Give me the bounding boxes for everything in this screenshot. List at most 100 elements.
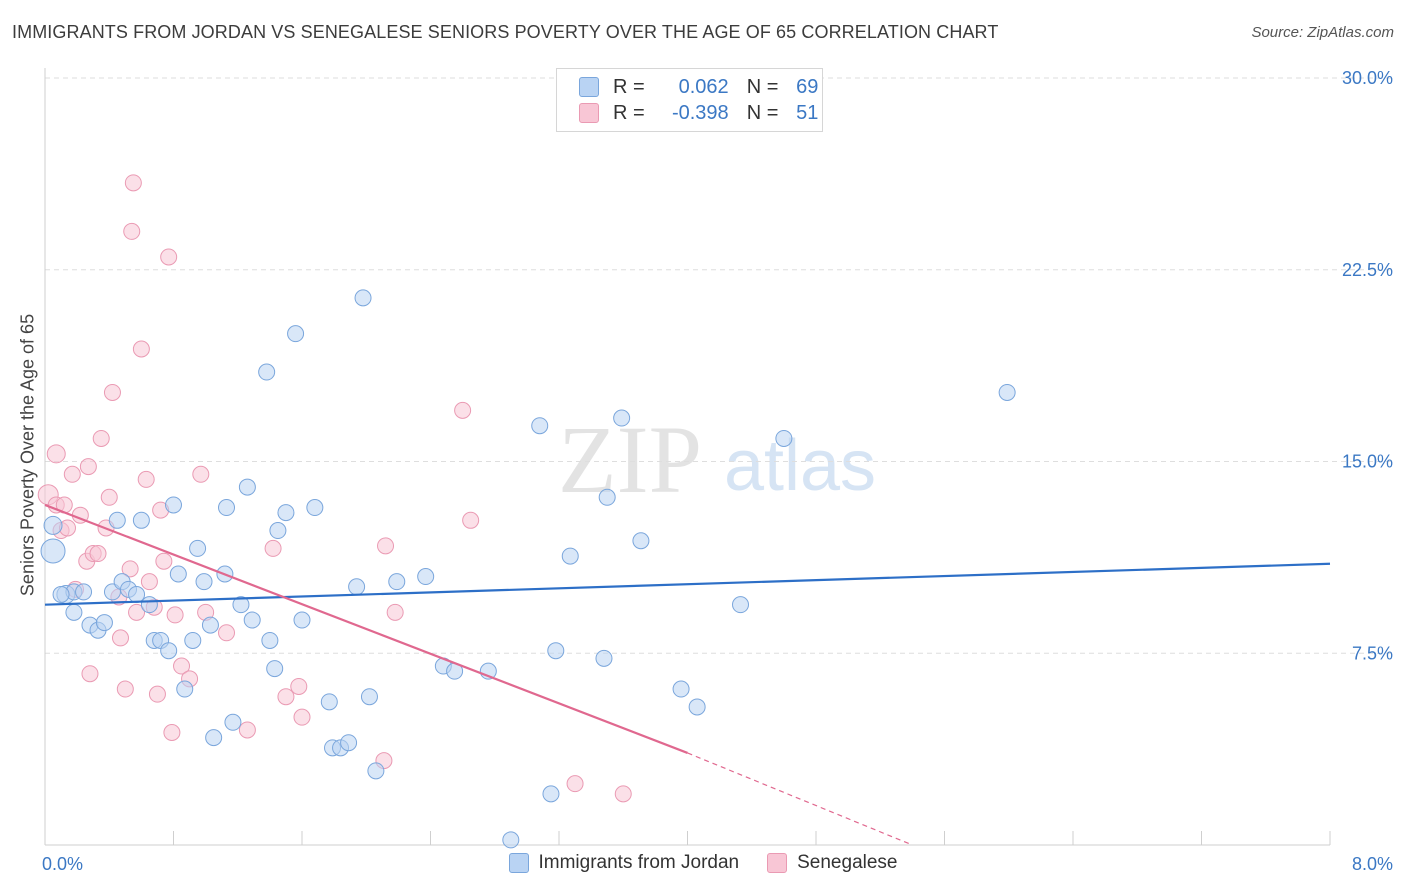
- jordan-point: [238, 478, 256, 496]
- senegalese-point: [81, 665, 99, 683]
- jordan-point: [108, 511, 126, 529]
- legend-r-value: -0.398: [671, 101, 729, 124]
- jordan-point: [732, 596, 750, 614]
- senegalese-point: [566, 775, 584, 793]
- jordan-point: [43, 515, 63, 535]
- jordan-point: [561, 547, 579, 565]
- jordan-point: [195, 573, 213, 591]
- jordan-point: [354, 289, 372, 307]
- jordan-point: [132, 511, 150, 529]
- senegalese-point: [160, 248, 178, 266]
- jordan-point: [348, 578, 366, 596]
- legend-row-jordan: R = 0.062 N = 69: [579, 74, 818, 100]
- senegalese-point: [89, 545, 107, 563]
- jordan-point: [417, 568, 435, 586]
- senegalese-point: [124, 174, 142, 192]
- y-tick-label: 7.5%: [1352, 643, 1393, 663]
- y-tick-labels: 7.5% 15.0% 22.5% 30.0%: [1342, 68, 1393, 663]
- jordan-point: [40, 538, 66, 564]
- legend-swatch-senegal: [579, 103, 599, 123]
- legend-n-label: N =: [746, 101, 779, 124]
- legend-r-label: R =: [613, 101, 645, 124]
- x-tick-labels: 0.0% 8.0%: [42, 854, 1393, 874]
- senegalese-point: [116, 680, 134, 698]
- senegalese-point: [100, 488, 118, 506]
- legend-n-label: N =: [746, 75, 779, 98]
- senegalese-trend-extension: [687, 752, 913, 846]
- jordan-point: [688, 698, 706, 716]
- jordan-point: [293, 611, 311, 629]
- legend-n-value: 51: [796, 101, 819, 124]
- jordan-point: [184, 631, 202, 649]
- jordan-point: [75, 583, 93, 601]
- senegalese-point: [166, 606, 184, 624]
- senegalese-point: [121, 560, 139, 578]
- legend-row-senegal: R = -0.398 N = 51: [579, 100, 818, 126]
- jordan-point: [531, 417, 549, 435]
- senegalese-point: [137, 470, 155, 488]
- jordan-point: [95, 614, 113, 632]
- jordan-point: [224, 713, 242, 731]
- jordan-point: [320, 693, 338, 711]
- jordan-point: [367, 762, 385, 780]
- senegalese-point: [63, 465, 81, 483]
- jordan-point: [306, 499, 324, 517]
- legend-n-value: 69: [796, 75, 819, 98]
- y-tick-label: 22.5%: [1342, 260, 1393, 280]
- jordan-point: [65, 603, 83, 621]
- y-tick-label: 30.0%: [1342, 68, 1393, 88]
- jordan-point: [269, 522, 287, 540]
- series-legend: Immigrants from Jordan Senegalese: [0, 852, 1406, 874]
- jordan-point: [261, 631, 279, 649]
- jordan-point: [547, 642, 565, 660]
- senegalese-point: [132, 340, 150, 358]
- senegalese-points: [37, 174, 632, 803]
- senegalese-point: [128, 603, 146, 621]
- y-tick-label: 15.0%: [1342, 452, 1393, 472]
- senegalese-point: [377, 537, 395, 555]
- legend-r-label: R =: [613, 75, 645, 98]
- source-label: Source: ZipAtlas.com: [1251, 24, 1394, 41]
- jordan-point: [205, 729, 223, 747]
- senegalese-point: [293, 708, 311, 726]
- jordan-point: [287, 325, 305, 343]
- jordan-point: [128, 585, 146, 603]
- legend-label-jordan: Immigrants from Jordan: [538, 852, 740, 873]
- watermark-atlas: atlas: [724, 426, 876, 506]
- jordan-point: [613, 409, 631, 427]
- axes: [44, 68, 1331, 846]
- x-tick-label: 0.0%: [42, 854, 83, 874]
- grid-lines: [45, 77, 1392, 654]
- jordan-point: [52, 585, 70, 603]
- jordan-point: [258, 363, 276, 381]
- senegalese-point: [111, 629, 129, 647]
- jordan-point: [243, 611, 261, 629]
- senegalese-point: [454, 401, 472, 419]
- senegalese-point: [103, 383, 121, 401]
- jordan-point: [340, 734, 358, 752]
- jordan-point: [140, 596, 158, 614]
- jordan-point: [502, 831, 520, 849]
- senegalese-point: [192, 465, 210, 483]
- trend-lines: [44, 503, 1331, 846]
- stats-legend: R = 0.062 N = 69 R = -0.398 N = 51: [556, 68, 823, 132]
- jordan-point: [277, 504, 295, 522]
- senegalese-point: [123, 222, 141, 240]
- jordan-point: [598, 488, 616, 506]
- senegalese-point: [218, 624, 236, 642]
- senegalese-point: [92, 429, 110, 447]
- senegalese-point: [140, 573, 158, 591]
- senegalese-point: [46, 444, 66, 464]
- senegalese-point: [386, 603, 404, 621]
- senegalese-point: [238, 721, 256, 739]
- senegalese-point: [155, 552, 173, 570]
- watermark: ZIP atlas: [558, 406, 876, 513]
- jordan-point: [165, 496, 182, 514]
- legend-label-senegal: Senegalese: [797, 852, 898, 873]
- jordan-point: [232, 596, 250, 614]
- senegalese-point: [163, 724, 181, 742]
- legend-item-jordan: Immigrants from Jordan: [508, 852, 740, 874]
- senegalese-point: [148, 685, 166, 703]
- jordan-point: [218, 499, 236, 517]
- senegalese-point: [462, 511, 480, 529]
